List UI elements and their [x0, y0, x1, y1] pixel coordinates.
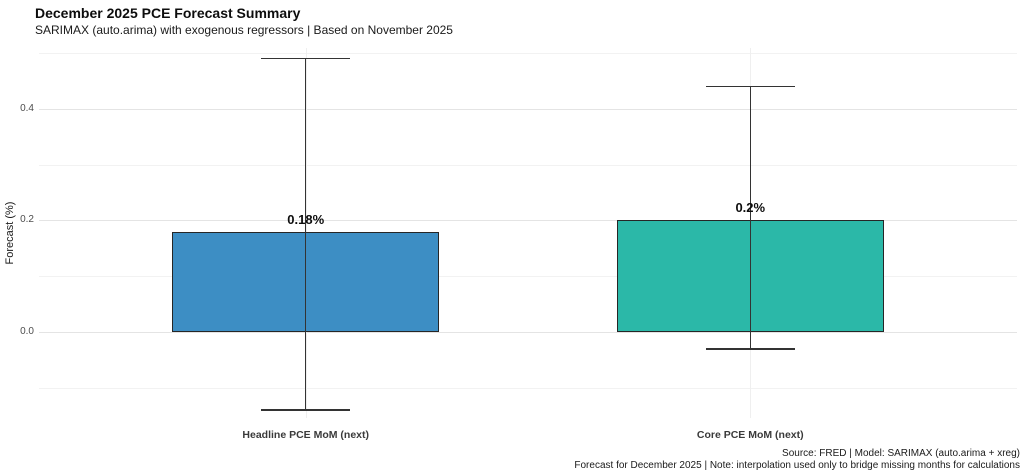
chart-caption: Source: FRED | Model: SARIMAX (auto.arim…	[574, 448, 1020, 471]
major-gridline	[39, 108, 1017, 110]
error-bar-cap	[705, 348, 795, 350]
y-tick-label: 0.4	[20, 102, 34, 114]
major-gridline	[39, 220, 1017, 222]
x-tick-label: Core PCE MoM (next)	[696, 429, 804, 441]
caption-line-note: Forecast for December 2025 | Note: inter…	[574, 459, 1020, 471]
plot-panel: 0.18% 0.2%	[39, 48, 1017, 418]
y-tick-label: 0.2	[20, 214, 34, 226]
error-bar-line	[304, 58, 307, 411]
minor-gridline	[39, 164, 1017, 166]
error-bar-cap	[705, 85, 795, 88]
chart-title: December 2025 PCE Forecast Summary	[35, 5, 301, 21]
chart-subtitle: SARIMAX (auto.arima) with exogenous regr…	[35, 23, 453, 37]
y-tick-label: 0.0	[20, 326, 34, 338]
x-tick-label: Headline PCE MoM (next)	[242, 429, 370, 441]
y-axis-title: Forecast (%)	[4, 201, 16, 265]
minor-gridline	[39, 387, 1017, 389]
minor-gridline	[39, 276, 1017, 278]
major-gridline	[39, 332, 1017, 334]
caption-line-source: Source: FRED | Model: SARIMAX (auto.arim…	[782, 448, 1020, 459]
minor-gridline	[39, 53, 1017, 55]
bar-value-label: 0.2%	[735, 200, 766, 216]
bar-value-label: 0.18%	[287, 211, 325, 227]
error-bar-cap	[261, 57, 351, 60]
error-bar-cap	[261, 409, 351, 411]
error-bar-line	[749, 86, 752, 349]
